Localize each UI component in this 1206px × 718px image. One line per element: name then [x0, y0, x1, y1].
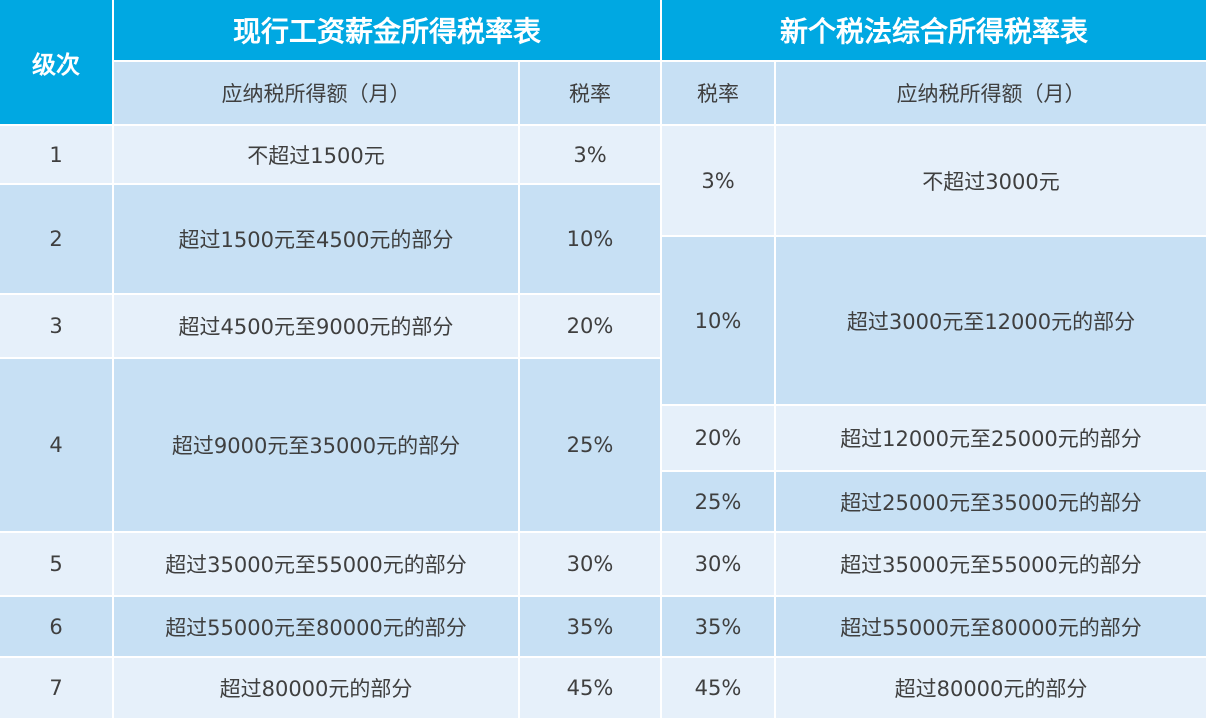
level-cell: 5 — [0, 533, 112, 595]
current-income-cell: 超过80000元的部分 — [114, 658, 518, 718]
new-income-cell: 超过35000元至55000元的部分 — [776, 533, 1206, 595]
current-table-title: 现行工资薪金所得税率表 — [114, 0, 660, 60]
current-income-cell: 超过9000元至35000元的部分 — [114, 359, 518, 531]
new-rate-cell: 35% — [662, 597, 774, 656]
new-rate-column-header: 税率 — [662, 62, 774, 124]
new-income-cell: 超过55000元至80000元的部分 — [776, 597, 1206, 656]
new-table-title: 新个税法综合所得税率表 — [662, 0, 1206, 60]
level-cell: 3 — [0, 295, 112, 357]
new-rate-cell: 25% — [662, 472, 774, 531]
new-income-cell: 不超过3000元 — [776, 126, 1206, 235]
level-header: 级次 — [0, 0, 112, 124]
current-income-cell: 不超过1500元 — [114, 126, 518, 183]
current-rate-cell: 20% — [520, 295, 660, 357]
current-income-cell: 超过4500元至9000元的部分 — [114, 295, 518, 357]
new-income-cell: 超过12000元至25000元的部分 — [776, 406, 1206, 470]
level-cell: 1 — [0, 126, 112, 183]
current-income-cell: 超过55000元至80000元的部分 — [114, 597, 518, 656]
level-cell: 7 — [0, 658, 112, 718]
new-income-column-header: 应纳税所得额（月） — [776, 62, 1206, 124]
current-income-cell: 超过1500元至4500元的部分 — [114, 185, 518, 293]
current-rate-cell: 10% — [520, 185, 660, 293]
new-income-cell: 超过25000元至35000元的部分 — [776, 472, 1206, 531]
current-rate-cell: 25% — [520, 359, 660, 531]
level-cell: 4 — [0, 359, 112, 531]
new-rate-cell: 30% — [662, 533, 774, 595]
current-rate-cell: 45% — [520, 658, 660, 718]
new-rate-cell: 20% — [662, 406, 774, 470]
current-rate-cell: 35% — [520, 597, 660, 656]
new-rate-cell: 3% — [662, 126, 774, 235]
current-rate-column-header: 税率 — [520, 62, 660, 124]
current-income-cell: 超过35000元至55000元的部分 — [114, 533, 518, 595]
current-income-column-header: 应纳税所得额（月） — [114, 62, 518, 124]
new-income-cell: 超过80000元的部分 — [776, 658, 1206, 718]
current-rate-cell: 30% — [520, 533, 660, 595]
level-cell: 6 — [0, 597, 112, 656]
new-income-cell: 超过3000元至12000元的部分 — [776, 237, 1206, 404]
current-rate-cell: 3% — [520, 126, 660, 183]
new-rate-cell: 10% — [662, 237, 774, 404]
new-rate-cell: 45% — [662, 658, 774, 718]
level-cell: 2 — [0, 185, 112, 293]
